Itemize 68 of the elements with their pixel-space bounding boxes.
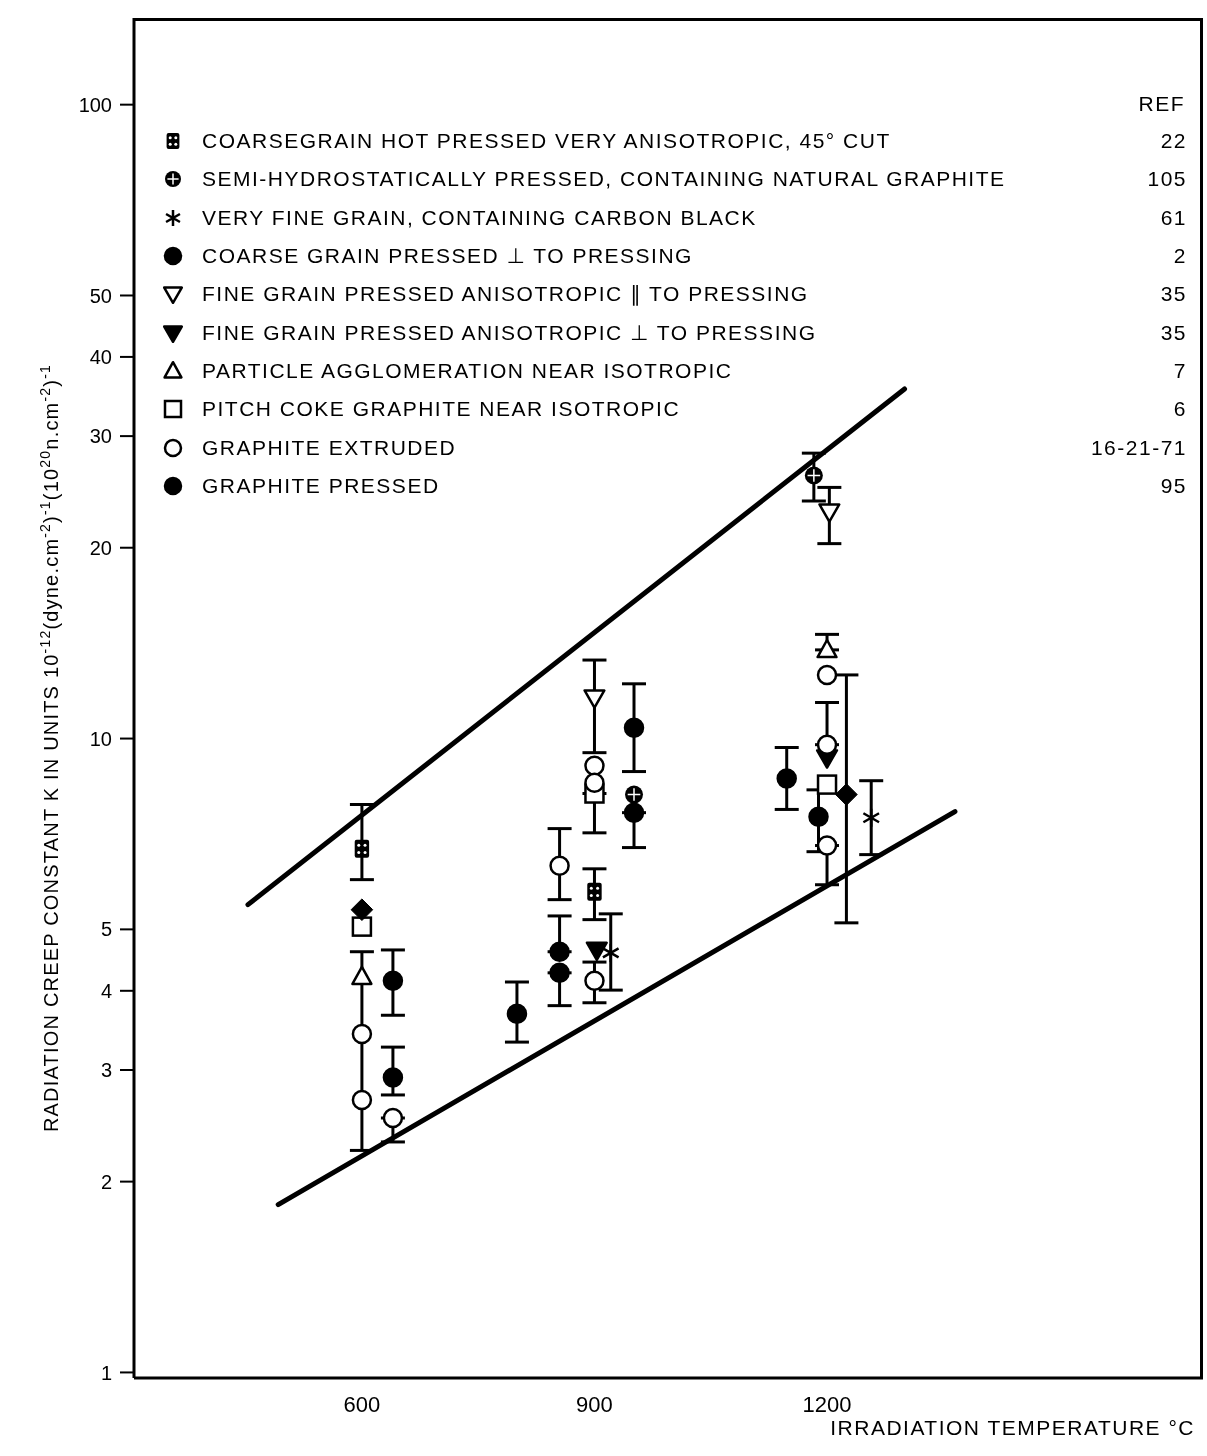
legend-label: PITCH COKE GRAPHITE NEAR ISOTROPIC bbox=[202, 397, 682, 422]
point bbox=[623, 717, 645, 739]
y-tick-label: 2 bbox=[100, 1170, 112, 1193]
point bbox=[351, 1089, 373, 1111]
y-tick-label: 5 bbox=[100, 918, 112, 941]
legend-label: GRAPHITE PRESSED bbox=[202, 473, 441, 498]
point bbox=[549, 855, 570, 876]
point bbox=[382, 1107, 404, 1129]
point bbox=[351, 1023, 373, 1045]
point bbox=[835, 783, 858, 806]
point bbox=[776, 768, 797, 789]
point bbox=[601, 942, 620, 964]
legend-label: COARSE GRAIN PRESSED ⊥ TO PRESSING bbox=[202, 244, 694, 269]
legend-label: COARSEGRAIN HOT PRESSED VERY ANISOTROPIC, 45° CUT bbox=[202, 129, 892, 154]
point bbox=[623, 802, 645, 823]
annotation: 2 bbox=[1172, 244, 1187, 269]
point bbox=[587, 882, 602, 901]
legend-label: SEMI-HYDROSTATICALLY PRESSED, CONTAINING NATURAL GRAPHITE bbox=[202, 167, 1007, 192]
legend-label: PARTICLE AGGLOMERATION NEAR ISOTROPIC bbox=[202, 358, 734, 383]
y-tick-label: 100 bbox=[78, 93, 112, 116]
point bbox=[818, 503, 841, 523]
point bbox=[506, 1003, 528, 1025]
y-tick-label: 4 bbox=[100, 979, 112, 1002]
legend-label: GRAPHITE EXTRUDED bbox=[202, 435, 458, 460]
point bbox=[584, 970, 605, 991]
annotation: 35 bbox=[1159, 320, 1187, 345]
point bbox=[350, 898, 374, 922]
annotation: 95 bbox=[1159, 473, 1187, 498]
point bbox=[816, 664, 838, 686]
y-tick-label: 10 bbox=[89, 727, 112, 750]
point bbox=[584, 755, 605, 776]
x-tick-label: 1200 bbox=[802, 1391, 852, 1417]
point bbox=[382, 1067, 404, 1088]
point bbox=[816, 774, 838, 795]
annotation: 7 bbox=[1172, 358, 1187, 383]
y-tick-label: 30 bbox=[89, 425, 112, 448]
annotation: 22 bbox=[1159, 129, 1187, 154]
annotation: 35 bbox=[1159, 282, 1187, 307]
point bbox=[583, 689, 606, 709]
legend-label: FINE GRAIN PRESSED ANISOTROPIC ⊥ TO PRESSING bbox=[202, 320, 818, 345]
point bbox=[862, 807, 881, 828]
point bbox=[816, 734, 838, 755]
legend-label: FINE GRAIN PRESSED ANISOTROPIC ∥ TO PRESSING bbox=[202, 282, 810, 307]
point bbox=[808, 806, 829, 827]
y-tick-label: 3 bbox=[100, 1059, 112, 1082]
legend-label: VERY FINE GRAIN, CONTAINING CARBON BLACK bbox=[202, 205, 758, 230]
y-tick-label: 20 bbox=[89, 536, 112, 559]
y-tick-label: 50 bbox=[89, 284, 112, 307]
x-axis-title: IRRADIATION TEMPERATURE °C bbox=[830, 1416, 1195, 1440]
x-tick-label: 900 bbox=[576, 1391, 613, 1417]
point bbox=[816, 638, 838, 659]
x-tick-label: 600 bbox=[343, 1391, 381, 1417]
point bbox=[584, 772, 605, 793]
point bbox=[816, 835, 838, 856]
y-tick-label: 1 bbox=[100, 1361, 112, 1384]
point bbox=[585, 941, 608, 962]
point bbox=[351, 916, 373, 937]
point bbox=[354, 839, 370, 858]
annotation: 105 bbox=[1146, 167, 1187, 192]
y-tick-label: 40 bbox=[89, 346, 112, 369]
point bbox=[351, 965, 373, 986]
annotation: 6 bbox=[1172, 397, 1187, 422]
point bbox=[549, 962, 570, 984]
annotation: 16-21-71 bbox=[1089, 435, 1187, 460]
legend-title: REF bbox=[1137, 91, 1186, 117]
annotation: 61 bbox=[1159, 205, 1187, 230]
point bbox=[549, 941, 570, 962]
point bbox=[382, 970, 404, 991]
